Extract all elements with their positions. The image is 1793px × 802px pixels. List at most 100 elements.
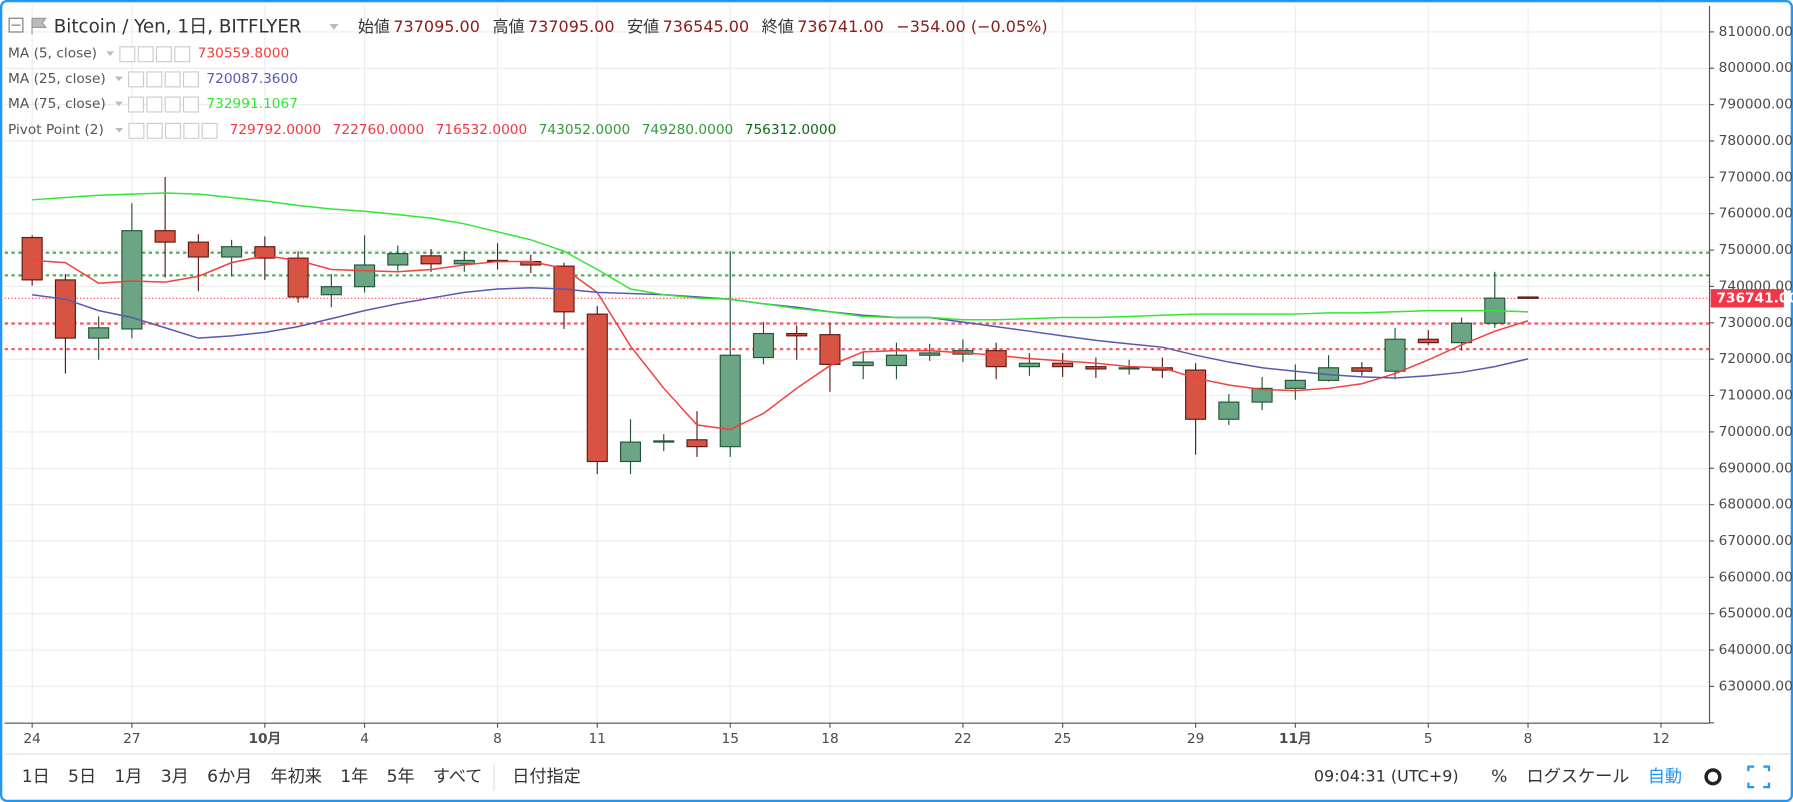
candle-body [686,439,708,448]
range-button[interactable]: 6か月 [207,767,252,787]
candle-body [387,252,409,266]
y-tick-label: 720000.00 [1719,351,1793,367]
x-tick-label: 24 [23,731,40,747]
y-tick-label: 770000.00 [1719,169,1793,185]
legend-icon[interactable] [128,71,145,88]
legend-icon[interactable] [164,71,181,88]
range-button[interactable]: 3月 [161,767,189,787]
candle-body [752,332,775,359]
legend-icon[interactable] [146,96,163,113]
candle-body [1351,367,1373,372]
y-tick-label: 650000.00 [1719,606,1793,622]
ohlc-name: 終値 [762,17,794,36]
candle-body [1118,367,1140,370]
fullscreen-icon[interactable] [1747,765,1771,789]
range-button[interactable]: 1月 [114,767,142,787]
candle-body [1517,296,1539,299]
y-tick-label: 760000.00 [1719,206,1793,222]
legend-icon[interactable] [128,122,145,139]
candle-body [354,264,376,288]
candle-body [453,259,475,265]
candle-body [21,236,43,281]
y-tick-label: 630000.00 [1719,678,1793,694]
ohlc-name: 始値 [358,17,390,36]
candle-body [1185,369,1207,420]
pivot-value: 756312.0000 [745,122,837,138]
legend-icon[interactable] [137,46,154,63]
y-tick-label: 640000.00 [1719,642,1793,658]
range-button[interactable]: 年初来 [271,767,322,787]
x-tick-label: 29 [1187,731,1204,747]
x-tick-label: 4 [360,731,369,747]
legend-icon[interactable] [182,96,199,113]
ohlc-value: 736545.00 [663,17,750,36]
flag-icon[interactable] [31,17,47,35]
legend-icon[interactable] [146,71,163,88]
legend-icon[interactable] [174,46,191,63]
range-button[interactable]: 5年 [387,767,415,787]
candle-body [254,246,276,259]
price-change: −354.00 (−0.05%) [896,17,1047,36]
clock: 09:04:31 (UTC+9) [1314,766,1459,785]
legend-value: 732991.1067 [206,96,298,112]
y-tick-label: 780000.00 [1719,133,1793,149]
candle-body [88,327,110,339]
legend-icon[interactable] [183,122,200,139]
dropdown-icon[interactable] [329,23,339,30]
candle-body [1052,362,1074,368]
x-tick-label: 22 [954,731,971,747]
auto-scale-toggle[interactable]: 自動 [1648,767,1682,787]
range-button[interactable]: 1年 [340,767,368,787]
legend-name[interactable]: MA (5, close) [8,46,97,62]
y-tick-label: 750000.00 [1719,242,1793,258]
ohlc-value: 737095.00 [528,17,615,36]
x-tick-label: 8 [493,731,502,747]
legend-icon[interactable] [165,122,182,139]
legend-icon[interactable] [146,122,163,139]
candle-body [719,354,741,448]
legend-icon[interactable] [164,96,181,113]
candle-body [187,241,209,258]
x-tick-label: 8 [1524,731,1533,747]
range-button[interactable]: 5日 [68,767,96,787]
dropdown-icon[interactable] [114,101,123,107]
dropdown-icon[interactable] [114,76,123,82]
y-tick-label: 660000.00 [1719,569,1793,585]
candle-body [1251,387,1273,403]
legend-icon[interactable] [182,71,199,88]
legend-icon[interactable] [119,46,136,63]
legend-name[interactable]: Pivot Point (2) [8,122,104,138]
candle-body [54,279,76,339]
log-scale-toggle[interactable]: ログスケール [1527,767,1630,787]
last-price-label: 736741.00 [1716,290,1793,306]
y-tick-label: 680000.00 [1719,497,1793,513]
percent-toggle[interactable]: % [1491,767,1507,787]
ohlc-value: 737095.00 [393,17,480,36]
candle-body [1450,322,1473,344]
x-tick-label: 11 [589,731,606,747]
dropdown-icon[interactable] [115,127,124,133]
candle-body [985,350,1007,368]
candle-body [786,332,808,337]
legend: MA (5, close) 730559.8000 MA (25, close) 72… [8,46,836,139]
range-button[interactable]: すべて [433,767,483,787]
x-tick-label: 11月 [1279,731,1312,747]
legend-icon[interactable] [201,122,218,139]
x-tick-label: 15 [722,731,739,747]
date-range-button[interactable]: 日付指定 [512,767,581,787]
legend-value: 730559.8000 [198,46,290,62]
settings-icon[interactable] [1704,768,1722,786]
legend-name[interactable]: MA (25, close) [8,71,106,87]
candle-body [1384,338,1406,372]
symbol-title[interactable]: Bitcoin / Yen, 1日, BITFLYER [54,16,302,37]
legend-icon[interactable] [128,96,145,113]
range-button[interactable]: 1日 [22,767,50,787]
candle-body [819,334,841,365]
x-tick-label: 25 [1054,731,1071,747]
legend-name[interactable]: MA (75, close) [8,96,106,112]
dropdown-icon[interactable] [106,51,115,56]
pivot-value: 743052.0000 [539,122,631,138]
legend-icon[interactable] [155,46,172,63]
candle-body [420,255,442,265]
